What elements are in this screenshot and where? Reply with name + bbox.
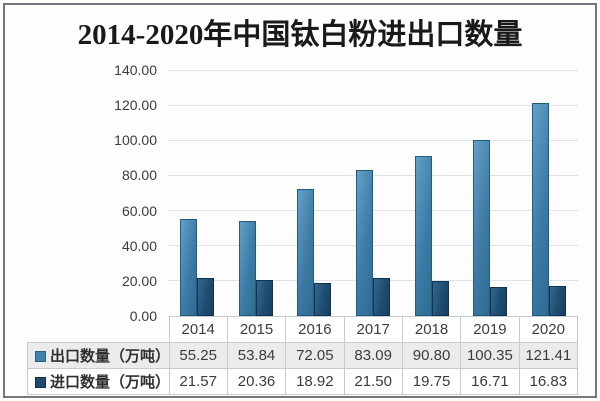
- value-cell: 20.36: [226, 368, 287, 395]
- data-table-body: 2014 2015 2016 2017 2018 2019 2020 出口数量（万吨） 55.2…: [27, 316, 579, 395]
- export-bar-2018: [415, 156, 432, 316]
- export-bar-2019: [473, 140, 490, 316]
- value-cell: 19.75: [401, 368, 462, 395]
- gridline: [168, 104, 578, 106]
- legend-import: 进口数量（万吨）: [27, 368, 170, 395]
- import-series-swatch-icon: [35, 377, 46, 388]
- export-bar-2015: [239, 221, 256, 316]
- y-axis-tick-label: 60.00: [121, 202, 157, 219]
- gridline: [168, 69, 578, 71]
- table-corner-spacer: [28, 317, 170, 343]
- gridline: [168, 139, 578, 141]
- import-bar-2019: [490, 287, 507, 316]
- import-bar-2017: [373, 278, 390, 316]
- y-axis-tick-label: 100.00: [114, 132, 157, 149]
- y-axis-tick-label: 120.00: [114, 97, 157, 114]
- x-axis-year-label: 2015: [226, 316, 287, 343]
- import-bar-2016: [314, 283, 331, 316]
- export-bar-2016: [297, 189, 314, 316]
- y-axis-tick-label: 20.00: [121, 272, 157, 289]
- export-data-row: 出口数量（万吨） 55.25 53.84 72.05 83.09 90.80 100.35 1…: [27, 342, 579, 369]
- value-cell: 16.83: [518, 368, 579, 395]
- value-cell: 18.92: [285, 368, 345, 395]
- export-bar-2020: [532, 103, 549, 316]
- legend-label: 进口数量（万吨）: [50, 374, 169, 391]
- value-cell: 16.71: [460, 368, 520, 395]
- import-bar-2015: [256, 280, 273, 316]
- export-series-swatch-icon: [35, 351, 46, 362]
- export-bar-2017: [356, 170, 373, 316]
- gridline: [168, 245, 578, 247]
- legend-export: 出口数量（万吨）: [27, 342, 170, 369]
- y-axis-tick-label: 40.00: [121, 237, 157, 254]
- import-bar-2020: [549, 286, 566, 316]
- value-cell: 55.25: [168, 342, 228, 369]
- legend-label: 出口数量（万吨）: [50, 348, 169, 365]
- value-cell: 83.09: [343, 342, 403, 369]
- x-axis-year-label: 2014: [168, 316, 228, 343]
- gridline: [168, 174, 578, 176]
- plot-area: [168, 69, 578, 316]
- x-axis-year-label: 2018: [401, 316, 462, 343]
- x-axis-year-label: 2016: [285, 316, 345, 343]
- y-axis-tick-label: 0.00: [129, 308, 157, 324]
- import-data-row: 进口数量（万吨） 21.57 20.36 18.92 21.50 19.75 16.71 16…: [27, 368, 579, 395]
- value-cell: 21.57: [168, 368, 228, 395]
- x-axis-year-label: 2017: [343, 316, 403, 343]
- x-axis-year-label: 2020: [518, 316, 579, 343]
- y-axis-tick-label: 80.00: [121, 167, 157, 184]
- value-cell: 53.84: [226, 342, 287, 369]
- chart-title: 2014-2020年中国钛白粉进出口数量: [77, 19, 523, 51]
- data-table: 2014 2015 2016 2017 2018 2019 2020 出口数量（万吨） 55.2…: [27, 316, 579, 395]
- x-axis-year-label: 2019: [460, 316, 520, 343]
- value-cell: 100.35: [460, 342, 520, 369]
- y-axis-tick-label: 140.00: [114, 62, 157, 78]
- gridline: [168, 210, 578, 212]
- export-bar-2014: [180, 219, 197, 316]
- import-bar-2018: [432, 281, 449, 316]
- value-cell: 121.41: [518, 342, 579, 369]
- import-bar-2014: [197, 278, 214, 316]
- year-header-row: 2014 2015 2016 2017 2018 2019 2020: [28, 316, 579, 343]
- value-cell: 72.05: [285, 342, 345, 369]
- value-cell: 90.80: [401, 342, 462, 369]
- value-cell: 21.50: [343, 368, 403, 395]
